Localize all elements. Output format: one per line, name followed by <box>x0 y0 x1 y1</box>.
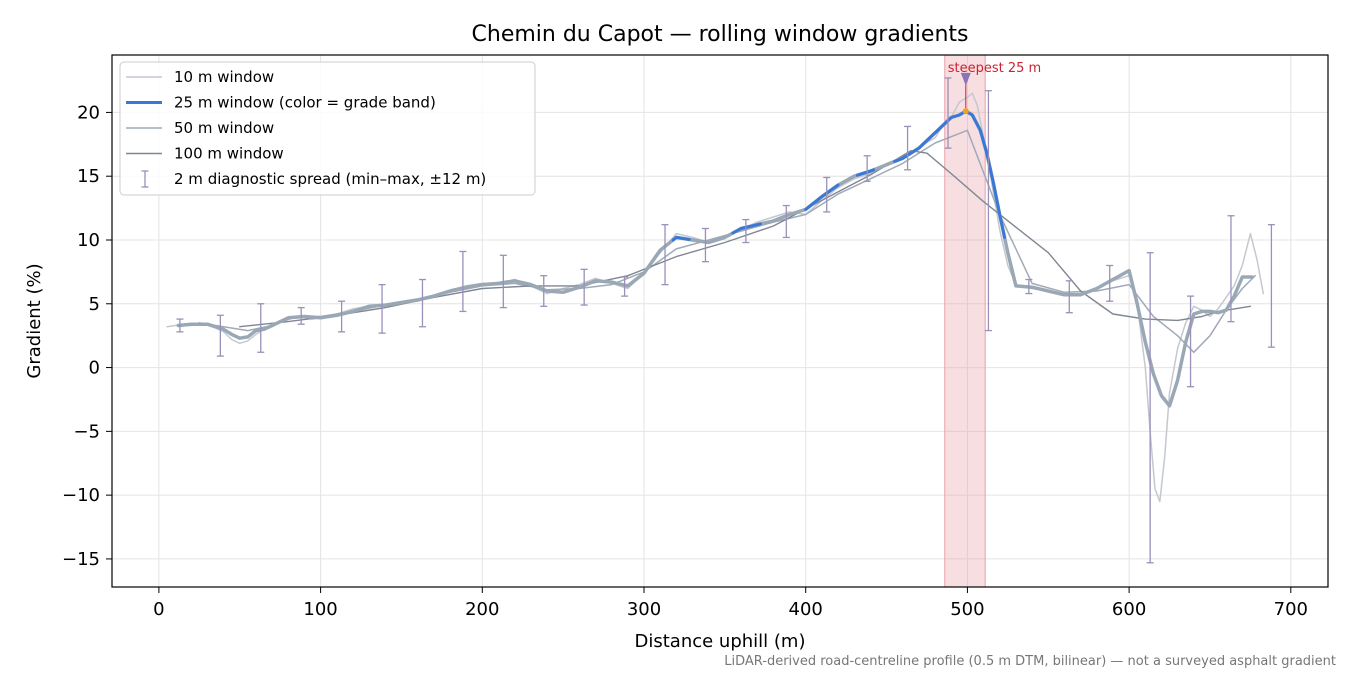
legend-label: 10 m window <box>174 68 274 86</box>
errorbar-layer <box>176 77 1275 564</box>
y-tick-label: 20 <box>77 102 100 123</box>
steepest-pointer-arrow <box>960 72 971 86</box>
legend-label: 50 m window <box>174 119 274 137</box>
grade-band-segment <box>855 168 876 177</box>
plot-frame <box>111 54 1329 588</box>
steepest-label: steepest 25 m <box>948 61 1041 76</box>
x-tick-label: 700 <box>1274 599 1308 620</box>
legend-label: 25 m window (color = grade band) <box>174 94 436 112</box>
chart-title: Chemin du Capot — rolling window gradien… <box>472 22 969 47</box>
x-tick-label: 600 <box>1112 599 1146 620</box>
grade-band-segment <box>804 183 840 211</box>
grade-band-segment <box>965 110 1007 239</box>
y-tick-label: 15 <box>77 166 100 187</box>
series-line-w25 <box>176 109 1254 408</box>
x-tick-label: 100 <box>303 599 337 620</box>
y-tick-label: −10 <box>62 485 100 506</box>
x-axis-label: Distance uphill (m) <box>635 631 806 652</box>
y-tick-label: 0 <box>89 358 100 379</box>
grade-band-segment <box>671 235 691 242</box>
legend-label: 100 m window <box>174 145 284 163</box>
y-tick-label: −15 <box>62 549 100 570</box>
x-tick-label: 500 <box>950 599 984 620</box>
steepest-point-marker <box>962 108 969 115</box>
highlight-layer <box>944 54 986 588</box>
y-tick-label: 5 <box>89 294 100 315</box>
tick-layer: 0 100 200 300 400 500 600 700 −15 −10 −5 0 5 10 15 20 <box>62 102 1308 620</box>
footer-note: LiDAR-derived road-centreline profile (0… <box>724 654 1336 669</box>
legend-box <box>119 61 536 196</box>
y-axis-label: Gradient (%) <box>24 263 45 378</box>
x-tick-label: 400 <box>789 599 823 620</box>
annotation-layer: steepest 25 m <box>948 61 1041 115</box>
grade-band-segment <box>731 222 762 235</box>
y-tick-label: 10 <box>77 230 100 251</box>
x-tick-label: 300 <box>627 599 661 620</box>
steepest-span-highlight <box>944 54 986 588</box>
x-tick-label: 0 <box>153 599 164 620</box>
x-tick-label: 200 <box>465 599 499 620</box>
legend: 10 m window 25 m window (color = grade ba… <box>119 61 536 196</box>
series-layer <box>166 92 1265 503</box>
legend-label: 2 m diagnostic spread (min–max, ±12 m) <box>174 170 486 188</box>
y-tick-label: −5 <box>73 421 100 442</box>
